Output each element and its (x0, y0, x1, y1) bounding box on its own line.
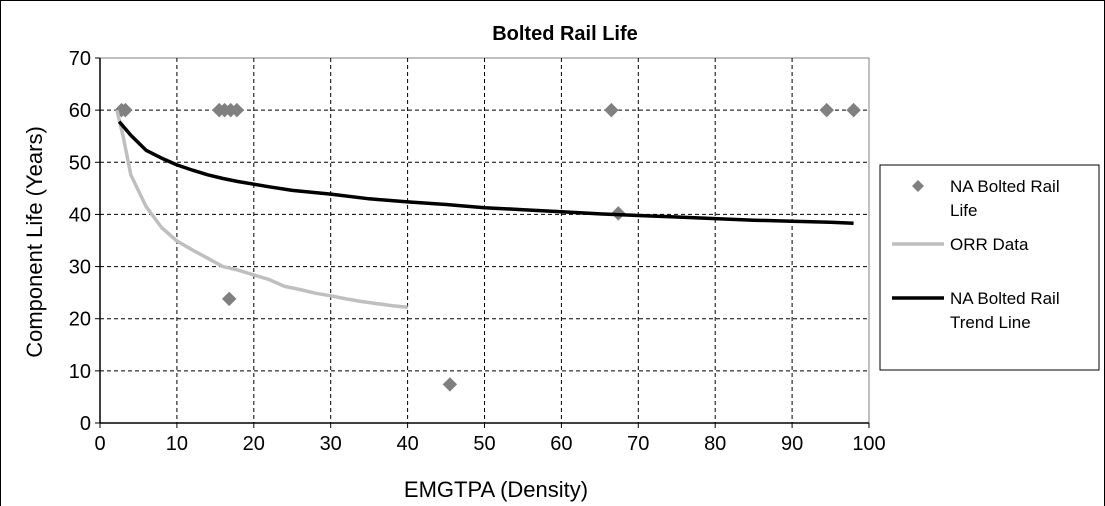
data-point (604, 102, 619, 118)
x-tick-label: 100 (852, 433, 885, 455)
x-tick-label: 0 (94, 433, 105, 455)
y-tick-label: 60 (69, 100, 91, 122)
y-tick-label: 40 (69, 204, 91, 226)
chart-title: Bolted Rail Life (492, 23, 638, 45)
data-point (229, 102, 245, 118)
data-point (819, 102, 834, 118)
x-tick-label: 50 (473, 433, 495, 455)
x-tick-label: 90 (781, 433, 803, 455)
data-point (118, 102, 133, 118)
legend-entry-label: NA Bolted Rail Trend Line (950, 289, 1060, 332)
y-tick-label: 70 (69, 48, 91, 70)
y-axis-title: Component Life (Years) (22, 126, 47, 358)
y-tick-label: 30 (69, 257, 91, 279)
x-tick-label: 30 (320, 433, 342, 455)
x-tick-label: 40 (396, 433, 418, 455)
legend-diamond-swatch (912, 180, 924, 192)
y-tick-label: 20 (69, 309, 91, 331)
x-tick-label: 10 (166, 433, 188, 455)
data-point (221, 291, 237, 307)
y-tick-label: 0 (80, 413, 91, 435)
legend-box (879, 164, 1100, 371)
x-tick-label: 70 (627, 433, 649, 455)
x-axis-title: EMGTPA (Density) (404, 477, 588, 502)
y-tick-label: 50 (69, 152, 91, 174)
series-line (117, 120, 854, 226)
data-point (442, 377, 458, 392)
x-tick-label: 20 (243, 433, 265, 455)
x-tick-label: 80 (704, 433, 726, 455)
x-tick-label: 60 (550, 433, 572, 455)
legend-entry-label: ORR Data (950, 235, 1029, 254)
series-line (115, 109, 408, 309)
data-point (846, 102, 861, 118)
y-tick-label: 10 (69, 361, 91, 383)
legend-entry-label: NA Bolted Rail Life (950, 177, 1060, 220)
